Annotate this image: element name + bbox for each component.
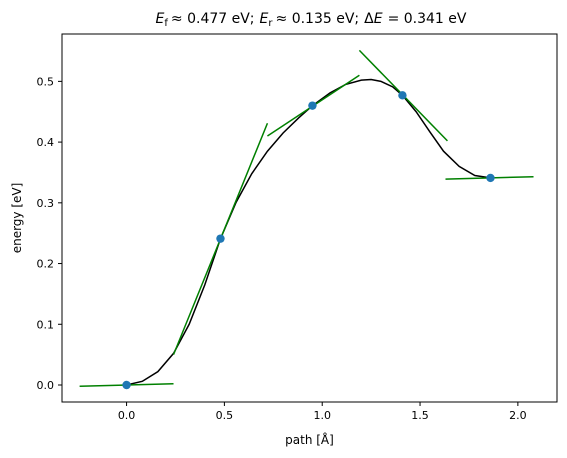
y-tick-label: 0.1 xyxy=(37,318,55,331)
data-point-2 xyxy=(308,101,317,110)
data-point-1 xyxy=(216,234,225,243)
x-tick-label: 0.5 xyxy=(216,409,234,422)
x-tick-label: 1.5 xyxy=(411,409,429,422)
y-tick-label: 0.3 xyxy=(37,197,55,210)
data-point-3 xyxy=(398,91,407,100)
axes-frame xyxy=(61,33,558,403)
data-point-4 xyxy=(486,173,495,183)
y-tick-label: 0.2 xyxy=(37,258,55,271)
x-axis-label: path [Å] xyxy=(285,432,334,447)
x-tick-label: 1.0 xyxy=(313,409,331,422)
y-tick-label: 0.4 xyxy=(37,136,55,149)
y-axis-label: energy [eV] xyxy=(10,183,24,254)
plot-content xyxy=(79,49,534,390)
y-tick-label: 0.0 xyxy=(37,379,55,392)
data-point-0 xyxy=(122,380,131,390)
x-tick-label: 2.0 xyxy=(509,409,527,422)
y-tick-label: 0.5 xyxy=(37,75,55,88)
energy-curve xyxy=(126,78,491,386)
x-tick-label: 0.0 xyxy=(118,409,136,422)
chart-title: Ef ≈ 0.477 eV; Er ≈ 0.135 eV; ΔE = 0.341 eV xyxy=(156,11,467,29)
axis-ticks: 0.0 0.5 1.0 1.5 2.0 0.0 0.1 0.2 0.3 0.4 0.5 xyxy=(37,75,527,422)
